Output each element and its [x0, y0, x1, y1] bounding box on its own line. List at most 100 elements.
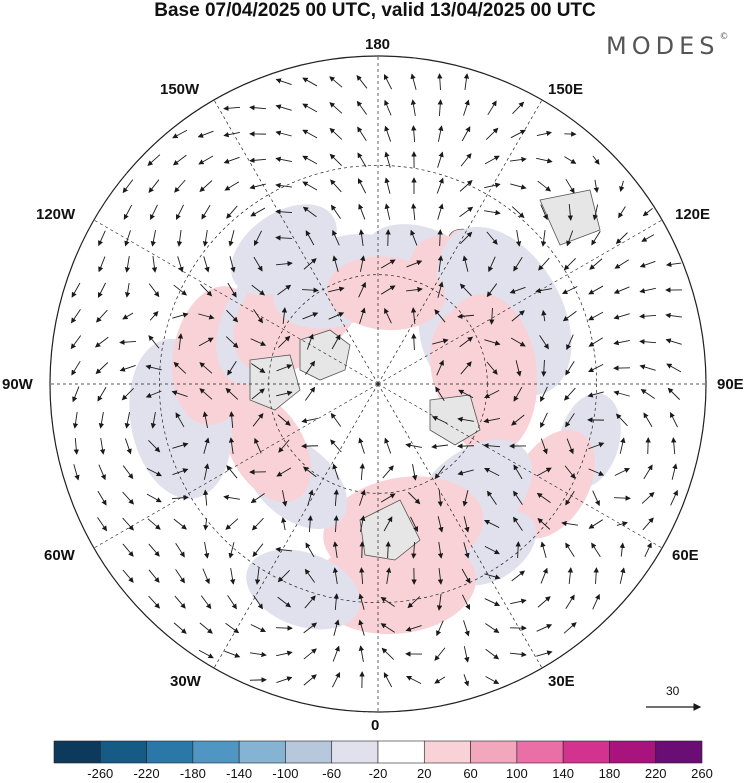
- wind-vector: [278, 439, 290, 453]
- wind-vector: [227, 361, 237, 376]
- wind-vector: [436, 177, 444, 194]
- wind-vector: [122, 465, 134, 480]
- wind-vector: [124, 283, 131, 298]
- wind-vector: [98, 230, 106, 247]
- colorbar-tick-label: 100: [505, 766, 528, 781]
- europe-land: [359, 499, 421, 561]
- wind-vector: [406, 286, 423, 293]
- wind-vector: [329, 76, 343, 88]
- wind-vector: [463, 73, 470, 90]
- wind-vector: [302, 103, 318, 113]
- wind-vector: [541, 309, 547, 322]
- wind-vector: [302, 181, 318, 191]
- wind-vector: [513, 490, 523, 505]
- wind-vector: [615, 413, 628, 427]
- wind-vector: [198, 313, 215, 320]
- wind-vector: [639, 339, 657, 345]
- wind-vector: [458, 389, 474, 399]
- wind-vector: [226, 465, 238, 479]
- wind-vector: [540, 386, 548, 403]
- wind-vector: [511, 570, 526, 582]
- wind-vector: [411, 125, 417, 143]
- wind-vector: [171, 390, 188, 397]
- wind-vector: [515, 541, 521, 559]
- wind-vector: [227, 282, 237, 298]
- wind-vector: [511, 206, 525, 219]
- colorbar-segment: [331, 740, 379, 764]
- wind-vector: [405, 442, 422, 449]
- wind-vector: [98, 464, 106, 481]
- wind-vector: [410, 73, 417, 90]
- colorbar-segment: [423, 740, 471, 764]
- wind-vector: [305, 360, 316, 375]
- wind-vector: [197, 130, 214, 138]
- wind-vector: [148, 335, 160, 349]
- wind-vector: [203, 256, 210, 273]
- wind-vector: [565, 542, 575, 557]
- wind-vector: [588, 285, 604, 295]
- wind-vector: [276, 676, 293, 683]
- wind-vector: [148, 595, 161, 609]
- wind-vector: [73, 464, 80, 481]
- colorbar-tick-label: -260: [87, 766, 114, 781]
- wind-vector: [666, 363, 682, 373]
- wind-vector: [537, 518, 551, 530]
- wind-vector: [588, 519, 603, 529]
- wind-vector: [302, 206, 317, 218]
- wind-vector: [329, 127, 343, 140]
- wind-vector: [172, 129, 188, 139]
- wind-vector: [98, 412, 105, 429]
- wind-vector: [667, 387, 681, 400]
- wind-vector: [276, 390, 293, 397]
- wind-vector: [613, 339, 630, 346]
- wind-vector: [384, 125, 392, 142]
- wind-vector: [124, 230, 131, 247]
- wind-vector: [357, 152, 367, 168]
- wind-vector: [540, 438, 548, 455]
- wind-vector: [173, 284, 188, 296]
- wind-vector: [304, 595, 316, 609]
- colorbar-segment: [192, 740, 240, 764]
- colorbar-tick-label: -60: [322, 766, 342, 781]
- wind-vector: [124, 256, 131, 273]
- wind-vector: [592, 490, 600, 507]
- wind-vector: [385, 541, 391, 559]
- lon-label-120w: 120W: [36, 206, 76, 223]
- wind-vector: [201, 204, 211, 220]
- wind-vector: [618, 206, 626, 219]
- colorbar-segment: [285, 740, 333, 764]
- wind-vector: [223, 156, 240, 164]
- wind-vector: [275, 104, 292, 111]
- wind-vector: [640, 388, 655, 399]
- wind-vector: [172, 154, 187, 166]
- wind-vector: [301, 287, 319, 293]
- wind-vector: [462, 594, 470, 610]
- wind-vector: [536, 624, 553, 632]
- wind-vector: [565, 413, 575, 428]
- wind-vector: [670, 412, 678, 428]
- lon-label-120e: 120E: [675, 206, 711, 223]
- meridian-line: [377, 99, 543, 385]
- wind-vector: [460, 153, 472, 167]
- wind-vector: [619, 567, 626, 584]
- wind-vector: [487, 100, 497, 116]
- wind-vector: [437, 99, 443, 117]
- wind-vector: [536, 157, 553, 164]
- wind-vector: [358, 281, 366, 298]
- wind-vector: [124, 412, 130, 429]
- wind-vector: [511, 310, 525, 322]
- wind-vector: [564, 387, 576, 401]
- wind-vector: [223, 132, 240, 138]
- wind-vector: [487, 490, 497, 505]
- wind-vector: [488, 256, 496, 273]
- wind-vector: [483, 417, 500, 424]
- wind-vector: [145, 364, 162, 371]
- wind-vector: [540, 567, 548, 584]
- wind-vector: [540, 204, 548, 221]
- wind-vector: [616, 521, 628, 527]
- wind-vector: [536, 650, 553, 657]
- wind-vector: [176, 204, 184, 220]
- lon-label-150e: 150E: [548, 81, 584, 98]
- wind-vector: [541, 359, 547, 377]
